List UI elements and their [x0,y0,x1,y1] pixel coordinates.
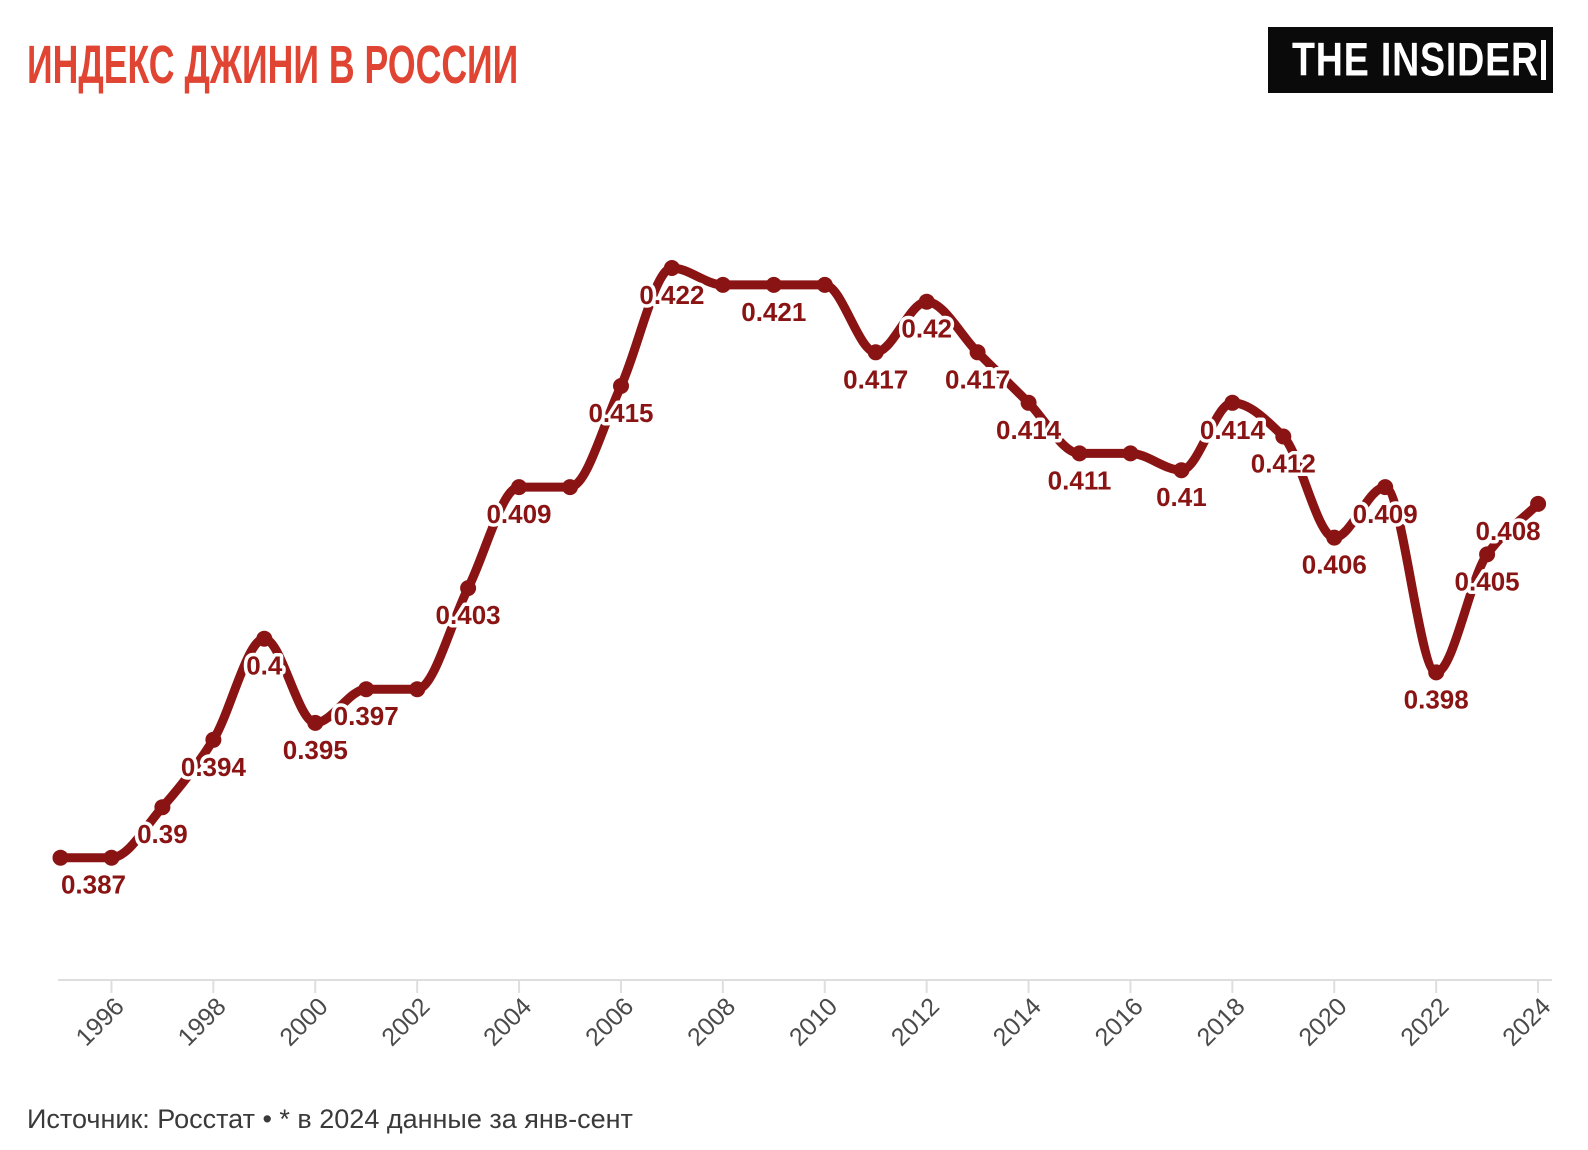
data-point [103,849,120,866]
x-tick-label: 1998 [173,992,232,1051]
x-tick-label: 1996 [71,992,130,1051]
point-value-label: 0.409 [486,499,551,529]
x-tick-label: 2022 [1395,992,1454,1051]
x-axis: 1996 1998 2000 2002 2004 2006 2008 2010 2012 2014… [58,979,1556,1052]
source-note: Источник: Росстат • * в 2024 данные за я… [27,1104,633,1134]
data-point [714,276,731,293]
data-point [816,276,833,293]
point-value-label: 0.421 [741,297,806,327]
point-value-label: 0.406 [1302,550,1367,580]
insider-logo-text: THE INSIDER [1292,32,1539,86]
point-value-label: 0.415 [588,398,653,428]
data-point [765,276,782,293]
point-value-label: 0.397 [334,701,399,731]
data-point [1530,495,1547,512]
point-value-label: 0.414 [996,415,1062,445]
x-tick-label: 2018 [1192,992,1251,1051]
data-point [1071,445,1088,462]
data-point [460,580,477,597]
data-point [1275,428,1292,445]
x-tick-label: 2000 [274,992,333,1051]
point-value-label: 0.39 [137,819,188,849]
data-point [1020,394,1037,411]
data-point [663,260,680,276]
point-value-label: 0.394 [181,752,247,782]
point-value-label: 0.417 [843,364,908,394]
data-point [1224,394,1241,411]
x-tick-label: 2020 [1293,992,1352,1051]
x-tick-label: 2012 [886,992,945,1051]
x-tick-label: 2006 [580,992,639,1051]
x-tick-label: 2024 [1497,992,1556,1051]
data-point [1326,529,1343,546]
point-value-label: 0.4 [246,651,283,681]
data-point [969,344,986,361]
point-value-label: 0.417 [945,364,1010,394]
data-point [409,681,426,698]
x-tick-label: 2004 [478,992,537,1051]
point-value-label: 0.408 [1476,516,1541,546]
x-tick-label: 2002 [376,992,435,1051]
point-value-label: 0.42 [901,314,952,344]
data-point [307,714,324,731]
point-value-label: 0.395 [283,735,348,765]
x-tick-label: 2014 [988,992,1047,1051]
point-value-label: 0.414 [1200,415,1266,445]
insider-logo: THE INSIDER [1268,27,1553,93]
point-value-label: 0.41 [1156,482,1207,512]
x-tick-label: 2016 [1090,992,1149,1051]
data-point [154,799,171,816]
point-value-label: 0.405 [1455,566,1520,596]
data-point [562,479,578,496]
point-value-label: 0.412 [1251,449,1316,479]
x-tick-label: 2008 [682,992,741,1051]
data-point [256,630,273,647]
data-point [1122,445,1139,462]
data-point [918,293,935,310]
point-value-label: 0.411 [1048,465,1112,495]
data-point [1479,546,1496,563]
x-tick-label: 2010 [784,992,843,1051]
logo-cursor-bar-icon [1541,40,1546,80]
data-point [358,681,375,698]
point-labels: 0.387 0.39 0.394 0.4 0.395 0.397 0.403 0.409 0.4… [57,277,1544,904]
page-title: ИНДЕКС ДЖИНИ В РОССИИ [27,35,519,95]
point-value-label: 0.387 [61,870,126,900]
point-value-label: 0.422 [639,280,704,310]
data-point [52,849,69,866]
data-point [1377,479,1394,496]
data-point [613,378,629,394]
data-point [205,731,222,748]
data-point [1173,462,1190,479]
point-value-label: 0.403 [436,600,501,630]
data-points [52,260,1547,866]
point-value-label: 0.398 [1404,684,1469,714]
point-value-label: 0.409 [1353,499,1418,529]
data-point [1428,664,1445,681]
data-point [511,479,527,496]
data-point [867,344,884,361]
